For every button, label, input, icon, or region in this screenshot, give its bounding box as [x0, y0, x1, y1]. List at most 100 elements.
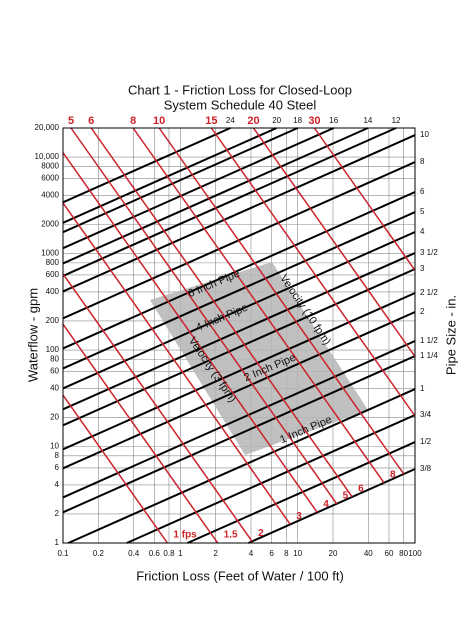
y2-tick-label: 4 — [420, 227, 425, 236]
velocity-label: 8 — [390, 469, 396, 480]
y-tick-label: 6 — [55, 463, 60, 472]
top-velocity-label: 6 — [88, 115, 94, 127]
y-tick-label: 400 — [46, 287, 60, 296]
pipe-line — [62, 355, 416, 514]
velocity-line — [62, 152, 318, 513]
top-velocity-label: 15 — [205, 115, 217, 127]
y2-tick-label: 3 — [420, 264, 425, 273]
velocity-label: 6 — [358, 483, 364, 494]
pipe-line — [62, 127, 231, 204]
velocity-label: 4 — [323, 499, 329, 510]
pipe-line — [62, 134, 416, 293]
pipe-line — [67, 388, 416, 544]
y-tick-label: 60 — [50, 367, 59, 376]
pipe-line — [62, 231, 416, 390]
velocity-line — [210, 127, 416, 417]
y-tick-label: 10,000 — [35, 152, 60, 161]
velocity-label: 2 — [258, 528, 264, 539]
velocity-line — [62, 394, 169, 544]
pipe-line — [62, 211, 416, 370]
x-tick-label: 0.4 — [128, 549, 140, 558]
y-tick-label: 1000 — [41, 249, 59, 258]
y2-tick-label: 8 — [420, 157, 425, 166]
velocity-line — [62, 323, 219, 544]
pipe-line — [62, 127, 369, 265]
y2-axis-label: Pipe Size - in. — [443, 295, 458, 375]
y2-tick-label: 1 1/2 — [420, 336, 438, 345]
x-tick-label: 100 — [408, 549, 422, 558]
pipe-line — [62, 127, 397, 277]
top-velocity-label: 30 — [308, 115, 320, 127]
y-tick-label: 4 — [55, 480, 60, 489]
pipe-line — [62, 268, 416, 427]
pipe-line — [62, 340, 416, 499]
y-tick-label: 2000 — [41, 220, 59, 229]
pipe-line — [62, 191, 416, 350]
y-tick-label: 8000 — [41, 162, 59, 171]
y2-tick-label: 3 1/2 — [420, 248, 438, 257]
plot-frame — [62, 127, 416, 544]
y2-tick-label: 1 1/4 — [420, 351, 438, 360]
y2-tick-label: 2 1/2 — [420, 288, 438, 297]
top-velocity-label: 5 — [68, 115, 74, 127]
velocity-line — [70, 127, 338, 505]
chart-title: Chart 1 - Friction Loss for Closed-Loop — [128, 82, 352, 97]
y-tick-label: 40 — [50, 384, 59, 393]
shaded-region — [150, 262, 368, 455]
y-tick-label: 4000 — [41, 191, 59, 200]
y-tick-label: 6000 — [41, 174, 59, 183]
y2-tick-label: 2 — [420, 307, 425, 316]
y2-tick-label: 1/2 — [420, 437, 432, 446]
x-tick-label: 8 — [284, 549, 289, 558]
pipe-line — [62, 127, 299, 234]
top-velocity-label: 20 — [247, 115, 259, 127]
y-tick-label: 10 — [50, 442, 59, 451]
velocity-line — [252, 127, 416, 357]
velocity-line — [90, 127, 353, 498]
velocity-label: 1.5 — [224, 530, 238, 541]
y2-tick-label: 3/4 — [420, 410, 432, 419]
pipe-line — [62, 311, 416, 470]
x-tick-label: 6 — [269, 549, 274, 558]
y2-tick-label: 1 — [420, 384, 425, 393]
velocity-label: 5 — [343, 490, 349, 501]
velocity-label: 1 fps — [173, 530, 197, 541]
pipe-line — [62, 252, 416, 411]
x-tick-label: 2 — [213, 549, 218, 558]
y-tick-label: 2 — [55, 509, 60, 518]
velocity-line — [62, 273, 253, 542]
velocity-line — [313, 127, 416, 271]
x-tick-label: 0.6 — [149, 549, 161, 558]
velocity-label: 3 — [296, 511, 302, 522]
top-velocity-label: 10 — [153, 115, 165, 127]
x-tick-label: 0.1 — [57, 549, 69, 558]
velocity-line — [132, 127, 385, 484]
top-velocity-label: 8 — [130, 115, 136, 127]
y-tick-label: 100 — [46, 345, 60, 354]
x-tick-label: 10 — [293, 549, 302, 558]
y2-tick-label: 10 — [420, 130, 429, 139]
y-tick-label: 600 — [46, 270, 60, 279]
y-tick-label: 800 — [46, 258, 60, 267]
pipe-line — [62, 127, 278, 224]
x-tick-label: 1 — [178, 549, 183, 558]
y-tick-label: 200 — [46, 316, 60, 325]
velocity-line — [158, 127, 405, 475]
x-tick-label: 80 — [399, 549, 408, 558]
top-pipe-label: 20 — [272, 116, 281, 125]
y2-tick-label: 5 — [420, 207, 425, 216]
y-tick-label: 80 — [50, 354, 59, 363]
x-tick-label: 60 — [385, 549, 394, 558]
pipe-line — [187, 441, 416, 544]
chart-subtitle: System Schedule 40 Steel — [164, 97, 317, 112]
top-pipe-label: 18 — [293, 116, 302, 125]
y-tick-label: 20,000 — [35, 123, 60, 132]
y-axis-label: Waterflow - gpm — [25, 288, 40, 382]
y-tick-label: 20 — [50, 413, 59, 422]
y-tick-label: 1 — [55, 538, 60, 547]
pipe-line — [62, 292, 416, 451]
x-tick-label: 40 — [364, 549, 373, 558]
pipe-line — [247, 468, 416, 544]
y2-tick-label: 6 — [420, 187, 425, 196]
